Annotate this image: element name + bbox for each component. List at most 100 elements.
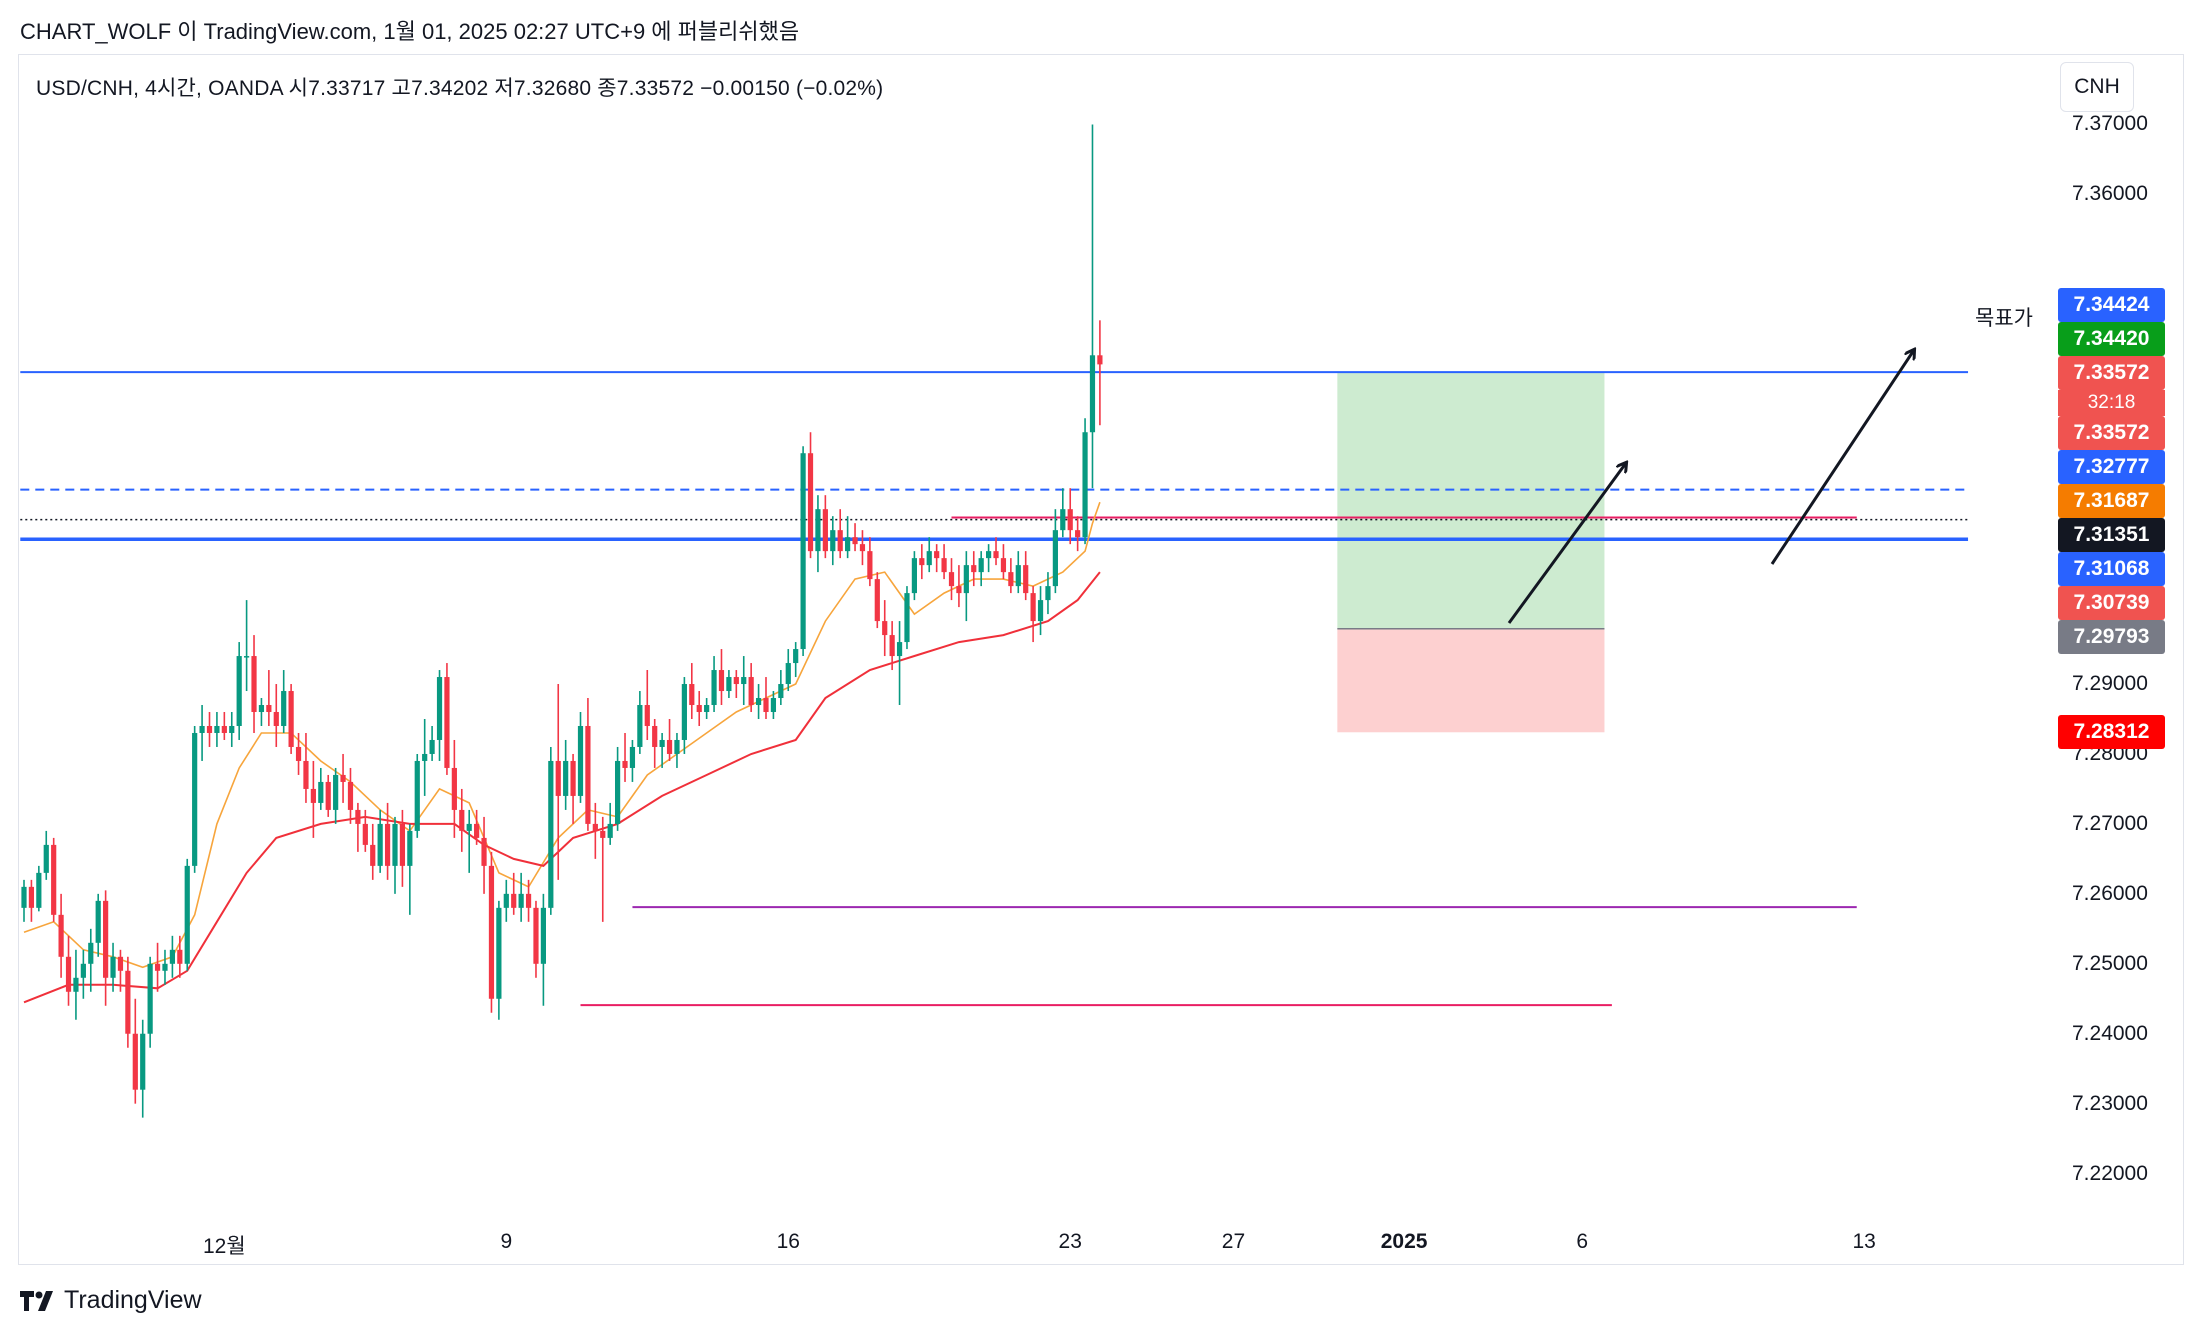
trend-arrow-short[interactable] (1507, 463, 1626, 624)
candle[interactable] (414, 753, 420, 838)
candle[interactable] (585, 698, 591, 831)
candle[interactable] (867, 537, 873, 587)
candle[interactable] (607, 802, 613, 845)
candle[interactable] (956, 565, 962, 608)
candle[interactable] (822, 495, 828, 559)
candle[interactable] (214, 712, 220, 747)
candle[interactable] (459, 788, 465, 852)
candle[interactable] (192, 725, 198, 873)
candle[interactable] (733, 670, 739, 699)
candle[interactable] (674, 732, 680, 768)
candle[interactable] (466, 809, 472, 873)
candle[interactable] (503, 879, 509, 922)
candle[interactable] (436, 670, 443, 761)
candle[interactable] (652, 718, 658, 768)
candle[interactable] (726, 670, 732, 699)
candle[interactable] (362, 809, 368, 852)
candle[interactable] (444, 663, 450, 775)
tradingview-logo[interactable]: TradingView (20, 1286, 202, 1315)
candle[interactable] (51, 837, 57, 922)
candle[interactable] (1052, 509, 1058, 594)
candle[interactable] (622, 732, 628, 782)
candle[interactable] (496, 900, 502, 1020)
candle[interactable] (563, 739, 569, 810)
currency-button[interactable]: CNH (2060, 62, 2134, 112)
candle[interactable] (919, 544, 925, 580)
candle[interactable] (986, 544, 992, 573)
candle[interactable] (637, 691, 643, 754)
candle[interactable] (882, 600, 888, 657)
candle[interactable] (162, 949, 168, 985)
candle[interactable] (511, 872, 517, 915)
candle[interactable] (904, 586, 910, 650)
candle[interactable] (666, 718, 673, 761)
candle[interactable] (770, 691, 777, 719)
trend-arrow-long[interactable] (1770, 350, 1914, 565)
candle[interactable] (963, 551, 969, 622)
candle[interactable] (555, 684, 561, 880)
candle[interactable] (273, 684, 279, 747)
candle[interactable] (704, 698, 710, 719)
candle[interactable] (184, 858, 190, 971)
candle[interactable] (689, 663, 695, 719)
candle[interactable] (65, 935, 72, 1006)
candle[interactable] (21, 879, 27, 922)
candle[interactable] (934, 544, 940, 573)
candle[interactable] (206, 712, 213, 747)
candle[interactable] (852, 523, 858, 552)
candle[interactable] (570, 753, 576, 824)
candle[interactable] (140, 1019, 146, 1118)
candle[interactable] (288, 684, 294, 754)
candle[interactable] (592, 802, 598, 859)
candle[interactable] (763, 677, 769, 719)
candle[interactable] (540, 893, 546, 1006)
candle[interactable] (1045, 572, 1051, 615)
candle[interactable] (711, 656, 717, 713)
candle[interactable] (221, 712, 227, 740)
candle[interactable] (125, 956, 131, 1048)
candle[interactable] (117, 949, 124, 992)
candle[interactable] (926, 537, 932, 573)
candle[interactable] (251, 635, 257, 733)
candle[interactable] (451, 739, 457, 838)
candle[interactable] (199, 705, 205, 761)
candle[interactable] (1008, 558, 1014, 594)
candle[interactable] (845, 516, 851, 559)
candle[interactable] (807, 432, 814, 559)
candle[interactable] (384, 802, 391, 880)
candle[interactable] (318, 767, 324, 810)
candle[interactable] (696, 691, 702, 726)
candle[interactable] (169, 935, 175, 978)
profit-zone[interactable] (1337, 372, 1605, 629)
candle[interactable] (615, 746, 621, 831)
candle[interactable] (1037, 586, 1044, 636)
candle[interactable] (147, 956, 153, 1048)
candle[interactable] (837, 509, 843, 559)
candle[interactable] (600, 816, 606, 922)
candle[interactable] (993, 537, 999, 566)
candle[interactable] (1082, 418, 1088, 545)
candle[interactable] (533, 900, 539, 978)
candle[interactable] (43, 830, 49, 880)
candle[interactable] (58, 893, 64, 978)
stop-zone[interactable] (1337, 628, 1605, 733)
candle[interactable] (577, 712, 584, 803)
candle[interactable] (481, 816, 487, 894)
candle[interactable] (1015, 551, 1021, 594)
candle[interactable] (748, 663, 754, 713)
candle[interactable] (154, 942, 161, 992)
candle[interactable] (518, 872, 524, 922)
candle[interactable] (755, 684, 762, 719)
candle[interactable] (1030, 586, 1036, 643)
candle[interactable] (266, 670, 272, 726)
candle[interactable] (132, 998, 138, 1104)
candle[interactable] (659, 732, 665, 768)
candle[interactable] (911, 551, 917, 601)
candle[interactable] (103, 890, 109, 1006)
candle[interactable] (392, 816, 398, 894)
candle[interactable] (474, 809, 480, 845)
candle[interactable] (785, 649, 791, 692)
candle[interactable] (629, 739, 636, 782)
candle[interactable] (80, 949, 86, 999)
